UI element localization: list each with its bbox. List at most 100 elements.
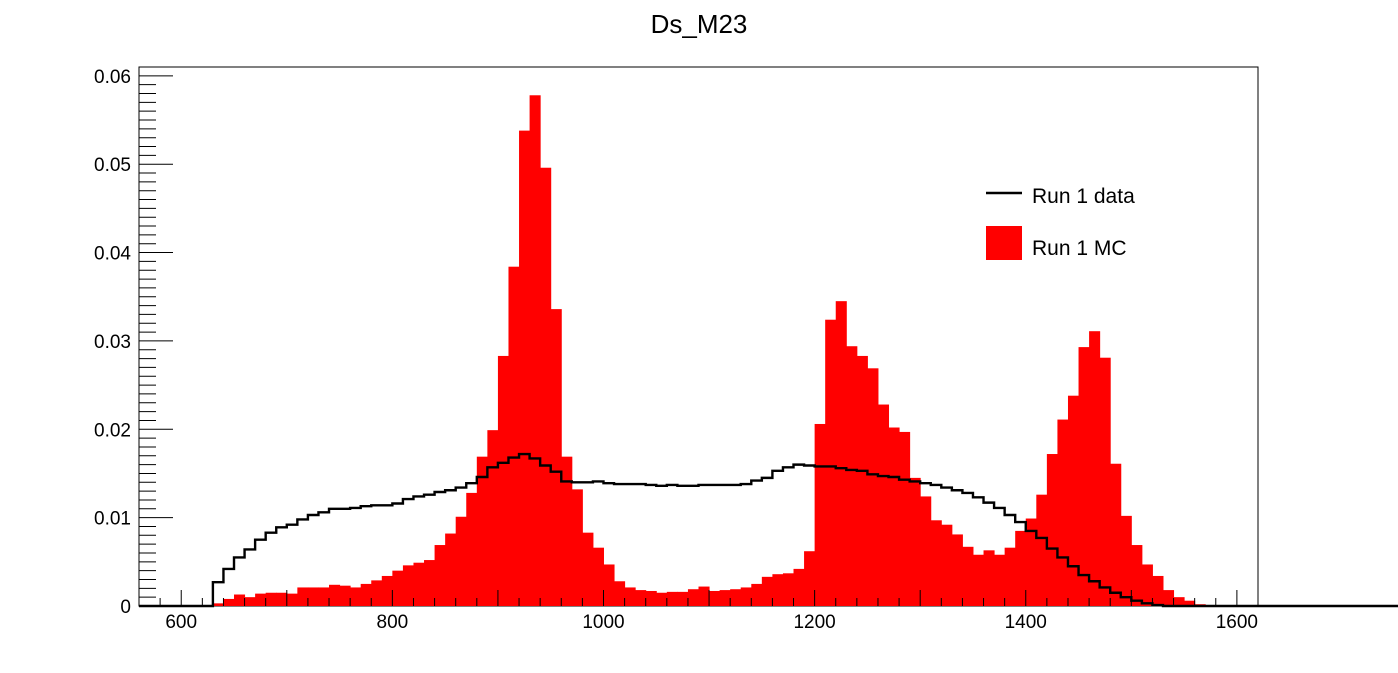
y-tick-label: 0.04 bbox=[94, 244, 131, 265]
mc-bin bbox=[381, 575, 393, 606]
mc-bin bbox=[1078, 347, 1090, 606]
y-tick-label: 0 bbox=[120, 597, 131, 618]
mc-bin bbox=[899, 431, 911, 606]
y-axis: 0 0.01 0.02 0.03 0.04 0.05 0.06 bbox=[94, 66, 173, 618]
mc-bin bbox=[1036, 494, 1048, 606]
mc-bin bbox=[329, 584, 341, 606]
mc-bin bbox=[307, 587, 319, 606]
mc-bin bbox=[846, 346, 858, 606]
mc-bin bbox=[994, 554, 1006, 606]
x-axis: 600 800 1000 1200 1400 1600 bbox=[138, 590, 1259, 633]
mc-bin bbox=[571, 489, 583, 606]
mc-bin bbox=[212, 603, 224, 606]
mc-bin bbox=[1152, 575, 1164, 606]
mc-bin bbox=[476, 456, 488, 606]
mc-bin bbox=[951, 534, 963, 606]
mc-bin bbox=[656, 592, 668, 606]
mc-bin bbox=[751, 583, 763, 606]
legend-mc-label: Run 1 MC bbox=[1032, 237, 1127, 260]
mc-bin bbox=[782, 573, 795, 606]
mc-bin bbox=[888, 427, 900, 606]
mc-bin bbox=[698, 586, 710, 606]
x-tick-label: 1600 bbox=[1216, 612, 1258, 633]
mc-bin bbox=[835, 301, 847, 606]
chart-title: Ds_M23 bbox=[651, 9, 748, 39]
mc-bin bbox=[972, 554, 985, 606]
mc-bin bbox=[445, 533, 457, 606]
mc-bin bbox=[1099, 357, 1111, 606]
mc-bin bbox=[772, 574, 784, 606]
mc-bin bbox=[582, 532, 594, 606]
mc-bin bbox=[1089, 331, 1101, 606]
x-tick-label: 800 bbox=[377, 612, 409, 633]
y-tick-label: 0.05 bbox=[94, 155, 131, 176]
mc-bin bbox=[1046, 454, 1058, 606]
mc-bin bbox=[413, 562, 425, 606]
mc-bin bbox=[877, 404, 890, 606]
mc-bin bbox=[424, 560, 436, 606]
mc-bin bbox=[730, 589, 742, 606]
legend-mc-swatch bbox=[986, 226, 1022, 260]
mc-bin bbox=[709, 590, 721, 606]
mc-bin bbox=[255, 593, 267, 606]
mc-bin bbox=[909, 477, 921, 606]
mc-bin bbox=[983, 550, 995, 606]
mc-bin bbox=[318, 587, 330, 606]
mc-bin bbox=[455, 516, 467, 606]
mc-bin bbox=[867, 368, 879, 606]
mc-bin bbox=[624, 587, 636, 606]
x-tick-label: 1000 bbox=[582, 612, 624, 633]
mc-bin bbox=[1141, 564, 1153, 606]
mc-bin bbox=[392, 570, 404, 606]
mc-bin bbox=[276, 592, 288, 606]
mc-bin bbox=[793, 568, 805, 606]
x-tick-label: 1200 bbox=[793, 612, 835, 633]
y-tick-label: 0.03 bbox=[94, 332, 131, 353]
y-tick-label: 0.02 bbox=[94, 420, 131, 441]
mc-bin bbox=[1173, 597, 1185, 606]
mc-bin bbox=[761, 576, 773, 606]
mc-bin bbox=[265, 592, 277, 606]
x-tick-label: 600 bbox=[165, 612, 197, 633]
mc-bin bbox=[402, 565, 414, 606]
mc-bin bbox=[930, 520, 942, 606]
mc-bin bbox=[234, 594, 246, 606]
mc-bin bbox=[339, 585, 351, 606]
mc-bin bbox=[635, 590, 647, 606]
data-histogram-line bbox=[139, 452, 1398, 608]
mc-bin bbox=[740, 587, 752, 606]
mc-bin bbox=[1162, 590, 1175, 606]
mc-bin bbox=[941, 524, 953, 606]
y-tick-label: 0.06 bbox=[94, 67, 131, 88]
mc-bin bbox=[1067, 395, 1080, 606]
mc-bin bbox=[1015, 530, 1027, 606]
mc-bin bbox=[561, 456, 573, 606]
mc-bin bbox=[1004, 547, 1016, 606]
mc-bin bbox=[1057, 419, 1069, 606]
mc-bin bbox=[592, 547, 604, 606]
mc-bin bbox=[825, 319, 837, 606]
mc-bin bbox=[434, 545, 446, 606]
mc-bin bbox=[350, 587, 362, 606]
mc-bin bbox=[508, 266, 520, 606]
mc-bin bbox=[645, 590, 657, 606]
mc-bin bbox=[550, 309, 562, 606]
mc-bin bbox=[666, 591, 678, 606]
mc-bin bbox=[487, 430, 499, 606]
mc-bin bbox=[1184, 600, 1196, 606]
mc-bin bbox=[804, 551, 816, 606]
mc-histogram bbox=[212, 95, 1206, 606]
mc-bin bbox=[1025, 518, 1037, 606]
mc-bin bbox=[223, 598, 235, 606]
mc-bin bbox=[814, 423, 826, 606]
mc-bin bbox=[497, 355, 509, 606]
legend: Run 1 data Run 1 MC bbox=[986, 185, 1135, 260]
mc-bin bbox=[719, 590, 731, 606]
mc-bin bbox=[297, 587, 309, 606]
mc-bin bbox=[529, 95, 541, 606]
mc-bin bbox=[614, 581, 626, 606]
y-tick-label: 0.01 bbox=[94, 509, 131, 530]
mc-bin bbox=[677, 591, 689, 606]
mc-bin bbox=[1110, 463, 1122, 606]
